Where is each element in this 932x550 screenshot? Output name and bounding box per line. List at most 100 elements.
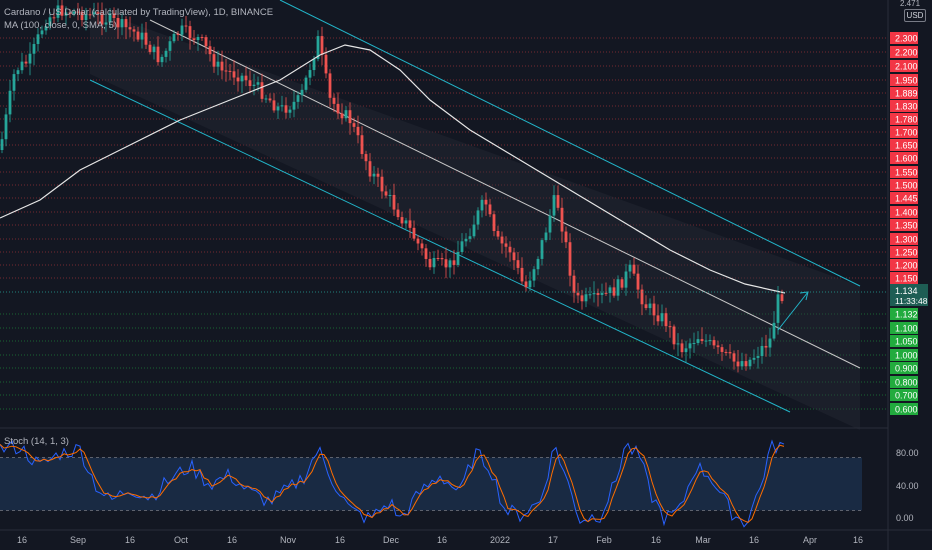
- candle[interactable]: [292, 90, 296, 118]
- candle[interactable]: [332, 93, 336, 113]
- candle[interactable]: [544, 227, 548, 243]
- candle[interactable]: [496, 225, 500, 240]
- candle[interactable]: [752, 349, 756, 364]
- candle[interactable]: [712, 336, 716, 349]
- candle[interactable]: [500, 231, 504, 254]
- candle[interactable]: [768, 327, 772, 357]
- candle[interactable]: [440, 252, 444, 266]
- candle[interactable]: [304, 75, 308, 93]
- candle[interactable]: [740, 352, 744, 370]
- candle[interactable]: [364, 150, 368, 171]
- price-level-badge[interactable]: 1.250: [890, 246, 918, 258]
- candle[interactable]: [8, 79, 12, 123]
- price-level-badge[interactable]: 2.300: [890, 32, 918, 44]
- candle[interactable]: [392, 183, 396, 217]
- candle[interactable]: [604, 282, 608, 296]
- candle[interactable]: [300, 83, 304, 103]
- stoch-indicator-label[interactable]: Stoch (14, 1, 3): [4, 436, 69, 447]
- price-level-badge[interactable]: 1.445: [890, 192, 918, 204]
- candle[interactable]: [412, 220, 416, 242]
- candle[interactable]: [52, 11, 56, 24]
- candle[interactable]: [652, 295, 656, 326]
- candle[interactable]: [436, 249, 440, 262]
- candle[interactable]: [104, 14, 108, 33]
- candle[interactable]: [452, 249, 456, 275]
- candle[interactable]: [672, 324, 676, 350]
- candle[interactable]: [736, 350, 740, 373]
- candle[interactable]: [668, 321, 672, 338]
- candle[interactable]: [692, 332, 696, 353]
- candle[interactable]: [88, 7, 92, 19]
- candle[interactable]: [128, 16, 132, 38]
- candle[interactable]: [708, 334, 712, 346]
- candle[interactable]: [600, 283, 604, 304]
- candle[interactable]: [132, 26, 136, 42]
- candle[interactable]: [236, 69, 240, 92]
- candle[interactable]: [344, 106, 348, 122]
- candle[interactable]: [508, 241, 512, 262]
- candle[interactable]: [620, 277, 624, 290]
- candle[interactable]: [116, 13, 120, 39]
- candle[interactable]: [388, 189, 392, 207]
- candle[interactable]: [588, 287, 592, 299]
- candle[interactable]: [20, 52, 24, 74]
- candle[interactable]: [684, 340, 688, 363]
- candle[interactable]: [608, 285, 612, 303]
- price-level-badge[interactable]: 1.050: [890, 335, 918, 347]
- candle[interactable]: [548, 209, 552, 241]
- candle[interactable]: [700, 327, 704, 345]
- candle[interactable]: [176, 31, 180, 41]
- candle[interactable]: [660, 304, 664, 327]
- candle[interactable]: [12, 69, 16, 101]
- candle[interactable]: [408, 208, 412, 239]
- candle[interactable]: [400, 211, 404, 228]
- candle[interactable]: [368, 153, 372, 182]
- candle[interactable]: [268, 93, 272, 103]
- candle[interactable]: [572, 269, 576, 303]
- candle[interactable]: [656, 304, 660, 326]
- candle[interactable]: [144, 21, 148, 50]
- candle[interactable]: [72, 8, 76, 17]
- price-level-badge[interactable]: 1.700: [890, 126, 918, 138]
- candle[interactable]: [564, 226, 568, 249]
- candle[interactable]: [676, 333, 680, 357]
- candle[interactable]: [444, 247, 448, 279]
- candle[interactable]: [428, 252, 432, 271]
- candle[interactable]: [148, 41, 152, 55]
- candle[interactable]: [272, 93, 276, 113]
- candle[interactable]: [748, 357, 752, 370]
- candle[interactable]: [432, 251, 436, 274]
- candle[interactable]: [168, 36, 172, 61]
- candle[interactable]: [552, 185, 556, 222]
- candle[interactable]: [448, 258, 452, 278]
- candle[interactable]: [0, 131, 4, 154]
- candle[interactable]: [556, 185, 560, 211]
- candle[interactable]: [112, 7, 116, 27]
- price-level-badge[interactable]: 1.889: [890, 87, 918, 99]
- candle[interactable]: [172, 30, 176, 44]
- candle[interactable]: [276, 102, 280, 120]
- candle[interactable]: [204, 34, 208, 55]
- candle[interactable]: [32, 37, 36, 66]
- candle[interactable]: [40, 25, 44, 39]
- candle[interactable]: [320, 26, 324, 66]
- currency-badge[interactable]: USD: [904, 9, 926, 22]
- candle[interactable]: [80, 6, 84, 27]
- candle[interactable]: [352, 117, 356, 133]
- candle[interactable]: [560, 197, 564, 243]
- candle[interactable]: [636, 264, 640, 299]
- candle[interactable]: [376, 167, 380, 187]
- candle[interactable]: [288, 105, 292, 119]
- price-level-badge[interactable]: 1.350: [890, 219, 918, 231]
- price-level-badge[interactable]: 0.900: [890, 362, 918, 374]
- candle[interactable]: [64, 6, 68, 26]
- candle[interactable]: [580, 289, 584, 310]
- candle[interactable]: [84, 7, 88, 31]
- candle[interactable]: [188, 20, 192, 50]
- candle[interactable]: [720, 344, 724, 361]
- candle[interactable]: [124, 16, 128, 40]
- candle[interactable]: [360, 126, 364, 159]
- candle[interactable]: [100, 2, 104, 36]
- candle[interactable]: [56, 0, 60, 23]
- candle[interactable]: [308, 63, 312, 86]
